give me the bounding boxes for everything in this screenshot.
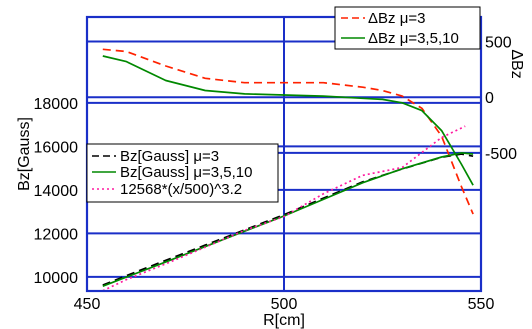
y-axis-label-left: Bz[Gauss] — [16, 117, 33, 191]
y-right-tick-label-0: 500 — [485, 35, 512, 52]
y-left-tick-label-3: 16000 — [34, 139, 79, 156]
y-left-tick-label-1: 12000 — [34, 226, 79, 243]
y-right-tick-label-2: -500 — [485, 146, 517, 163]
y-left-tick-label-2: 14000 — [34, 183, 79, 200]
y-right-tick-label-1: 0 — [485, 90, 494, 107]
legend-bottom-entry-0: Bz[Gauss] μ=3 — [120, 148, 219, 165]
legend-bottom-entry-1: Bz[Gauss] μ=3,5,10 — [120, 164, 252, 181]
legend-top-box — [334, 6, 481, 50]
legend-bottom-box — [86, 143, 279, 203]
series-line-4 — [102, 125, 466, 292]
x-tick-label-0: 450 — [74, 296, 101, 313]
ticks-layer: 450 500 550 10000 12000 14000 16000 18000 500 0 -5… — [34, 35, 518, 313]
series-line-0 — [102, 48, 474, 215]
y-axis-label-right: ΔBz — [508, 49, 525, 78]
series-line-3 — [102, 152, 474, 287]
legend-top: ΔBz μ=3 ΔBz μ=3,5,10 — [334, 6, 481, 50]
legend-top-entry-1: ΔBz μ=3,5,10 — [368, 30, 459, 47]
y-left-tick-label-4: 18000 — [34, 96, 79, 113]
series-layer — [102, 48, 474, 292]
series-line-1 — [102, 55, 474, 186]
x-tick-label-2: 550 — [468, 296, 495, 313]
legend-bottom: Bz[Gauss] μ=3 Bz[Gauss] μ=3,5,10 12568*(… — [86, 143, 279, 203]
legend-bottom-entry-2: 12568*(x/500)^3.2 — [120, 181, 242, 198]
legend-top-entry-0: ΔBz μ=3 — [368, 10, 425, 27]
y-left-tick-label-0: 10000 — [34, 270, 79, 287]
x-axis-label: R[cm] — [263, 312, 305, 329]
x-tick-label-1: 500 — [271, 296, 298, 313]
